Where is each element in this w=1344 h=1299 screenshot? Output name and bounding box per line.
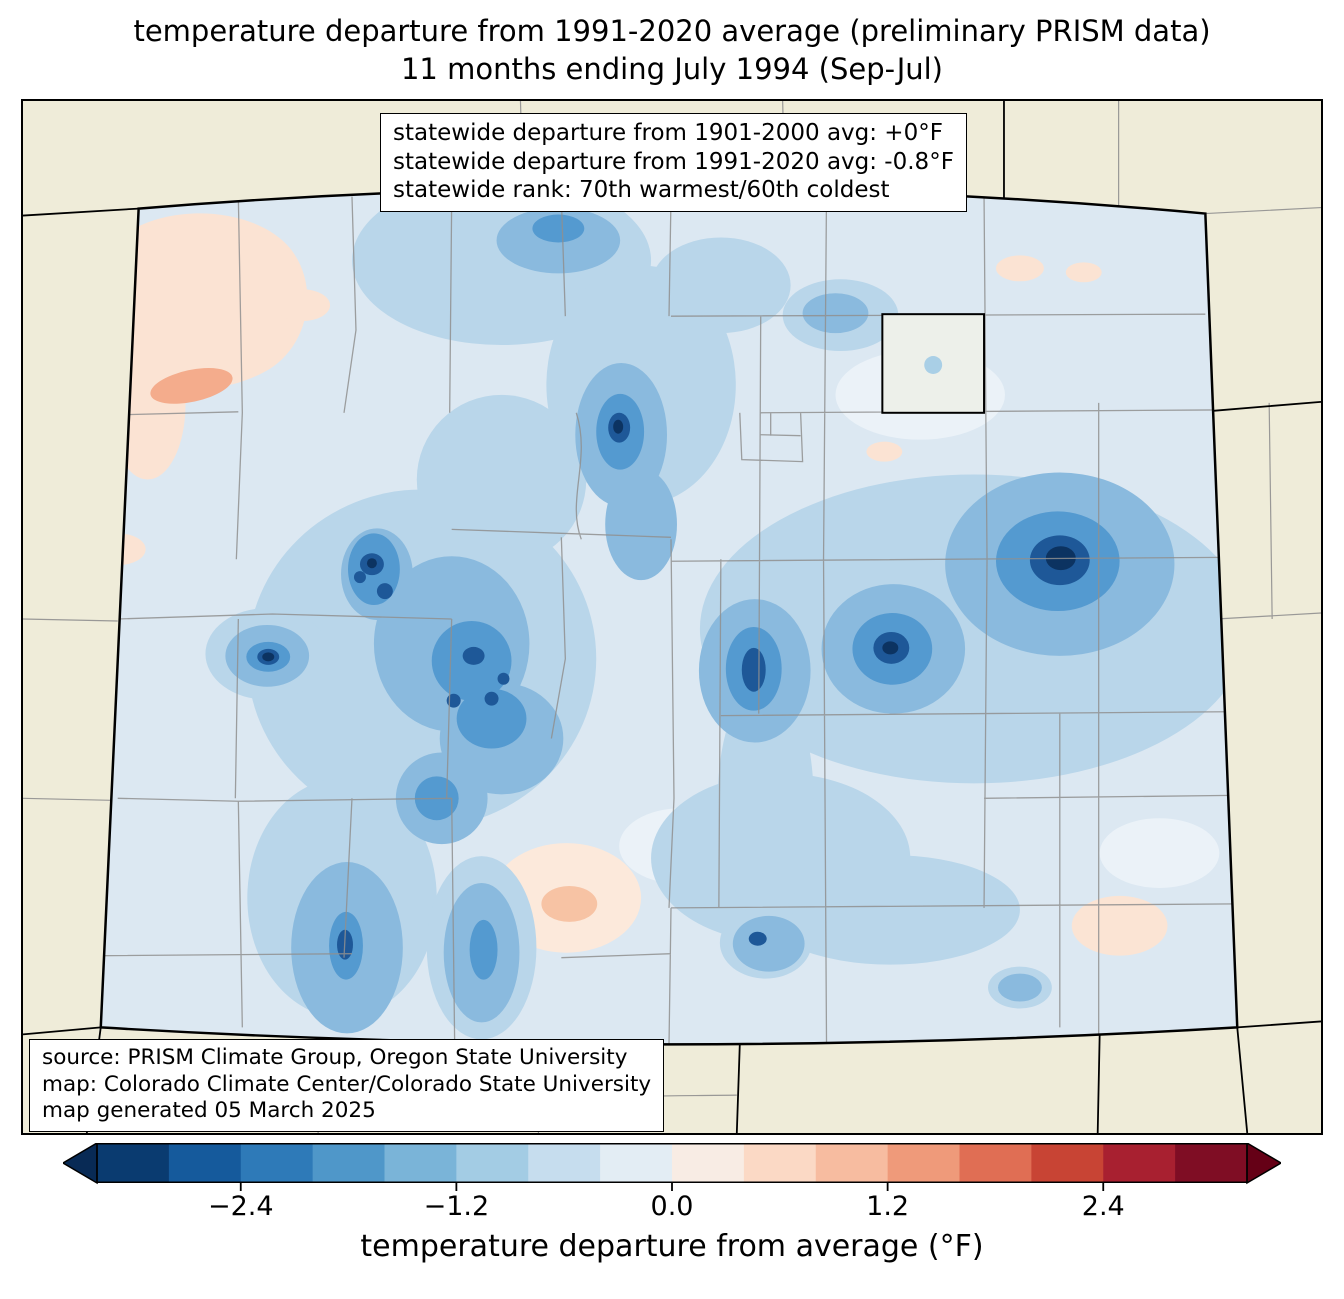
stats-line-1: statewide departure from 1901-2000 avg: … [393,120,943,146]
page-title-line1: temperature departure from 1991-2020 ave… [133,14,1211,48]
colorbar-tick-label: 1.2 [866,1191,910,1222]
source-box: source: PRISM Climate Group, Oregon Stat… [29,1039,665,1132]
stats-line-2: statewide departure from 1991-2020 avg: … [393,148,954,175]
source-line-3: map generated 05 March 2025 [42,1098,376,1124]
page-title-line2: 11 months ending July 1994 (Sep-Jul) [400,52,943,87]
stats-box: statewide departure from 1901-2000 avg: … [380,113,967,212]
colorbar-tick-label: −1.2 [423,1191,490,1222]
colorado-map-svg [23,101,1321,1133]
source-line-2: map: Colorado Climate Center/Colorado St… [42,1071,652,1097]
colorbar-tick-label: 0.0 [650,1191,694,1222]
page-title: temperature departure from 1991-2020 ave… [0,0,1344,89]
colorbar-tick-label: −2.4 [207,1191,274,1222]
map-frame: statewide departure from 1901-2000 avg: … [21,99,1323,1135]
source-line-1: source: PRISM Climate Group, Oregon Stat… [42,1045,628,1070]
colorbar-svg [63,1143,1281,1191]
colorbar-over-arrow [1246,1143,1281,1185]
stats-line-3: statewide rank: 70th warmest/60th coldes… [393,177,890,204]
cold-anomaly-regions [205,187,1238,1040]
county-boundaries [100,192,1238,1045]
colorbar-ticks: −2.4 −1.2 0.0 1.2 2.4 [63,1191,1281,1227]
outlined-county-box [881,313,986,414]
colorbar-under-arrow [63,1143,98,1185]
colorbar-tick-label: 2.4 [1081,1191,1125,1222]
colorbar: −2.4 −1.2 0.0 1.2 2.4 temperature departure … [0,1143,1344,1264]
colorbar-label: temperature departure from average (°F) [360,1229,984,1264]
